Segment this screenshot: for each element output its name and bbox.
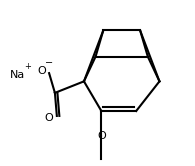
- Text: O: O: [45, 113, 53, 123]
- Text: O: O: [97, 131, 106, 141]
- Text: −: −: [45, 58, 53, 68]
- Text: Na: Na: [10, 70, 25, 80]
- Text: O: O: [37, 66, 46, 77]
- Text: +: +: [24, 62, 31, 71]
